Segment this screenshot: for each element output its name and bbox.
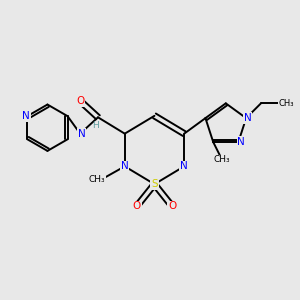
Text: O: O	[133, 202, 141, 212]
Text: CH₃: CH₃	[278, 99, 294, 108]
Text: N: N	[78, 129, 86, 139]
Text: O: O	[76, 96, 84, 106]
Text: CH₃: CH₃	[88, 175, 105, 184]
Text: O: O	[168, 202, 176, 212]
Text: N: N	[238, 137, 245, 147]
Text: H: H	[92, 121, 98, 130]
Text: S: S	[151, 179, 158, 189]
Text: N: N	[22, 111, 30, 121]
Text: CH₃: CH₃	[214, 155, 230, 164]
Text: N: N	[244, 113, 251, 123]
Text: N: N	[121, 161, 129, 171]
Text: N: N	[180, 161, 188, 171]
